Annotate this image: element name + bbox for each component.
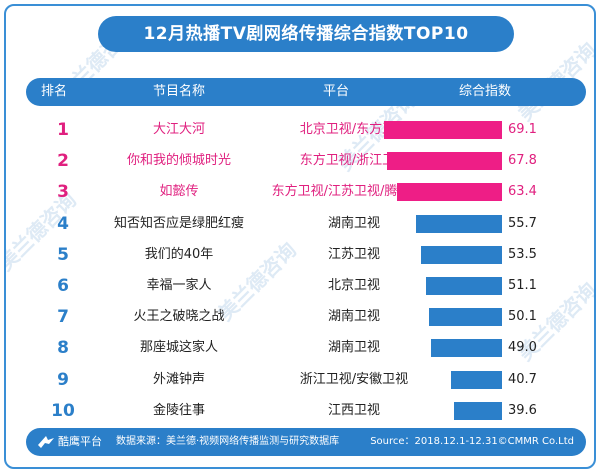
score-value: 53.5 <box>508 246 537 262</box>
platform-label: 江苏卫视 <box>327 246 380 262</box>
chart-title: 12月热播TV剧网络传播综合指数TOP10 <box>98 16 514 52</box>
chart-frame: 美兰德咨询 美兰德咨询 美兰德咨询 美兰德咨询 美兰德咨询 美兰德咨询 12月热… <box>4 4 596 469</box>
table-row: 4 知否知否应是绿肥红瘦 湖南卫视 55.7 <box>26 210 586 238</box>
platform-label: 湖南卫视 <box>327 340 380 356</box>
show-title: 我们的40年 <box>144 246 214 262</box>
score-value: 51.1 <box>508 278 537 293</box>
score-bar <box>426 277 502 295</box>
platform-label: 北京卫视 <box>327 278 380 293</box>
rank-label: 7 <box>57 307 69 328</box>
footer-credit: Source：2018.12.1-12.31©CMMR Co.Ltd <box>370 436 574 447</box>
score-bar <box>384 121 502 139</box>
score-bar <box>453 401 502 420</box>
platform-label: 东方卫视/江苏卫视/腾讯视频 <box>271 184 437 200</box>
show-title: 外滩钟声 <box>152 371 205 387</box>
show-title: 如懿传 <box>159 184 199 200</box>
rank-label: 10 <box>51 400 75 421</box>
rank-label: 4 <box>57 213 69 234</box>
score-bar <box>415 214 502 233</box>
rank-label: 8 <box>57 338 69 359</box>
rank-label: 9 <box>57 369 69 390</box>
show-title: 幸福一家人 <box>146 278 212 293</box>
show-title: 金陵往事 <box>152 402 205 418</box>
show-title: 那座城这家人 <box>139 340 218 356</box>
show-title: 火王之破晓之战 <box>133 309 225 325</box>
score-value: 67.8 <box>508 153 537 169</box>
header-title: 节目名称 <box>152 84 205 99</box>
score-bar <box>428 308 502 327</box>
table-row: 3 如懿传 东方卫视/江苏卫视/腾讯视频 63.4 <box>26 178 586 206</box>
score-bar <box>450 370 502 389</box>
score-value: 69.1 <box>508 122 537 137</box>
score-value: 40.7 <box>508 371 537 387</box>
rank-label: 3 <box>57 182 69 203</box>
score-value: 50.1 <box>508 309 537 325</box>
score-bar <box>397 183 502 202</box>
table-row: 1 大江大河 北京卫视/东方卫视 69.1 <box>26 116 586 144</box>
score-bar <box>420 245 502 264</box>
table-row: 10 金陵往事 江西卫视 39.6 <box>26 397 586 425</box>
table-row: 7 火王之破晓之战 湖南卫视 50.1 <box>26 303 586 331</box>
score-value: 63.4 <box>508 184 537 200</box>
header-rank: 排名 <box>40 84 67 99</box>
show-title: 知否知否应是绿肥红瘦 <box>113 215 244 231</box>
table-header: 排名 节目名称 平台 综合指数 <box>26 78 586 106</box>
platform-label: 江西卫视 <box>327 402 380 418</box>
table-row: 9 外滩钟声 浙江卫视/安徽卫视 40.7 <box>26 366 586 394</box>
footer-platform: 酷鹰平台 <box>58 435 102 448</box>
show-title: 你和我的倾城时光 <box>126 153 231 169</box>
score-bar <box>387 152 502 171</box>
table-row: 5 我们的40年 江苏卫视 53.5 <box>26 241 586 269</box>
platform-label: 北京卫视/东方卫视 <box>299 122 409 137</box>
footer: 酷鹰平台 数据来源：美兰德·视频网络传播监测与研究数据库 Source：2018… <box>26 428 586 456</box>
rank-label: 1 <box>57 120 69 140</box>
table-row: 6 幸福一家人 北京卫视 51.1 <box>26 272 586 300</box>
score-value: 49.0 <box>508 340 537 356</box>
table-row: 2 你和我的倾城时光 东方卫视/浙江卫视 67.8 <box>26 147 586 175</box>
score-bar <box>431 339 502 358</box>
score-value: 39.6 <box>508 402 537 418</box>
show-title: 大江大河 <box>152 122 205 137</box>
platform-label: 浙江卫视/安徽卫视 <box>299 371 409 387</box>
platform-label: 湖南卫视 <box>327 215 380 231</box>
platform-label: 湖南卫视 <box>327 309 380 325</box>
rank-label: 2 <box>57 151 69 172</box>
score-value: 55.7 <box>508 215 537 231</box>
footer-source: 数据来源：美兰德·视频网络传播监测与研究数据库 <box>116 436 340 447</box>
header-score: 综合指数 <box>458 84 511 99</box>
rank-label: 5 <box>57 244 69 265</box>
table-row: 8 那座城这家人 湖南卫视 49.0 <box>26 334 586 362</box>
eagle-icon <box>38 436 54 448</box>
platform-label: 东方卫视/浙江卫视 <box>299 153 409 169</box>
header-platform: 平台 <box>322 84 349 99</box>
rank-label: 6 <box>57 276 69 296</box>
